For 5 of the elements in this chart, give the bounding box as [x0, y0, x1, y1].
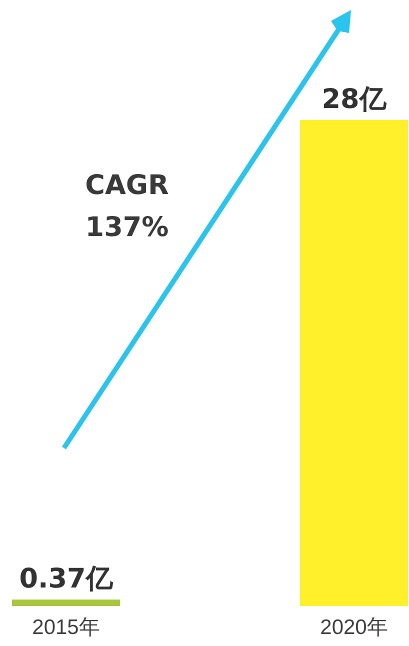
data-label: 28亿 — [322, 84, 388, 115]
x-tick-label: 2015年 — [32, 616, 100, 639]
annotation: CAGR 137% — [85, 170, 170, 243]
x-tick-label: 2020年 — [320, 616, 388, 639]
data-label: 0.37亿 — [19, 564, 114, 595]
